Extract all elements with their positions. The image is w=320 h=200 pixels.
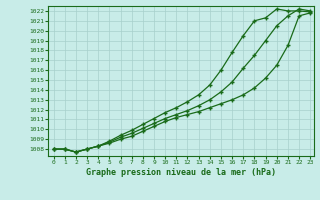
X-axis label: Graphe pression niveau de la mer (hPa): Graphe pression niveau de la mer (hPa) [86,168,276,177]
